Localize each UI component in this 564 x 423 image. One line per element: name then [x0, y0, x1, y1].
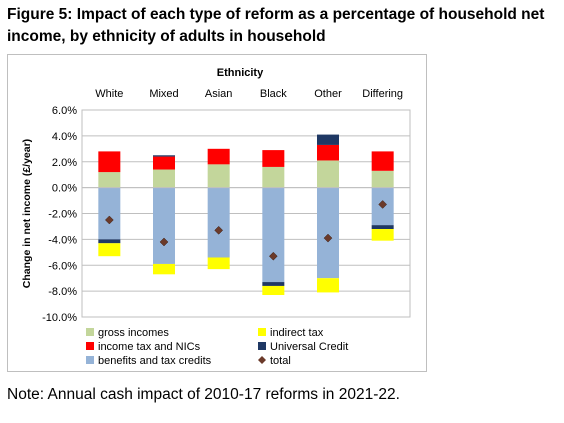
bar-segment	[98, 243, 121, 257]
y-tick-label: -8.0%	[48, 286, 77, 298]
bar-segment	[207, 187, 230, 258]
chart-note: Note: Annual cash impact of 2010-17 refo…	[7, 386, 400, 403]
x-tick-label: Asian	[205, 88, 233, 100]
legend-label: income tax and NICs	[98, 341, 201, 353]
x-tick-label: Other	[314, 88, 342, 100]
y-tick-label: -2.0%	[48, 209, 77, 221]
bar-segment	[371, 225, 394, 230]
legend-swatch	[258, 328, 266, 336]
y-tick-label: 0.0%	[52, 183, 77, 195]
legend-label: benefits and tax credits	[98, 355, 212, 367]
bar-segment	[207, 148, 230, 165]
bar-segment	[153, 156, 175, 170]
chart-title: Ethnicity	[217, 67, 264, 79]
stacked-bar-chart: 6.0% 4.0% 2.0% 0.0% -2.0% -4.0% -6.0% -8.0% -10.…	[21, 67, 411, 367]
legend-swatch	[258, 342, 266, 350]
legend-label: gross incomes	[98, 327, 169, 339]
legend-label: total	[270, 355, 291, 367]
bar-segment	[317, 134, 339, 145]
total-marker	[159, 237, 169, 247]
bar-segment	[153, 155, 175, 157]
y-tick-label: -6.0%	[48, 260, 77, 272]
y-axis-label: Change in net income (£/year)	[21, 139, 33, 288]
bar-segment	[98, 172, 121, 188]
y-tick-label: 6.0%	[52, 105, 77, 117]
bar-segment	[153, 263, 175, 275]
total-marker	[323, 233, 333, 243]
x-tick-label: Differing	[362, 88, 403, 100]
bar-segment	[317, 278, 339, 293]
bar-segment	[207, 164, 230, 188]
total-marker	[378, 200, 388, 209]
bar-segment	[153, 187, 175, 264]
x-tick-label: Mixed	[149, 88, 178, 100]
bar-segment	[98, 239, 121, 244]
legend-marker	[258, 356, 266, 364]
legend-label: indirect tax	[270, 327, 324, 339]
legend-swatch	[86, 328, 94, 336]
bar-segment	[262, 285, 285, 296]
y-tick-label: -4.0%	[48, 234, 77, 246]
bar-segment	[153, 169, 175, 188]
total-marker	[214, 225, 224, 235]
legend-swatch	[86, 342, 94, 350]
figure-title: Figure 5: Impact of each type of reform …	[7, 6, 545, 45]
bar-segment	[207, 257, 230, 270]
bar-segment	[317, 187, 339, 279]
total-marker	[104, 215, 114, 225]
y-tick-label: 4.0%	[52, 131, 77, 143]
bar-segment	[317, 144, 339, 161]
bar-segment	[262, 187, 285, 283]
y-tick-label: -10.0%	[42, 312, 77, 324]
total-marker	[268, 251, 278, 261]
legend-label: Universal Credit	[270, 341, 348, 353]
chart-area: 6.0% 4.0% 2.0% 0.0% -2.0% -4.0% -6.0% -8.0% -10.…	[7, 54, 427, 372]
bar-segment	[262, 150, 285, 167]
y-tick-label: 2.0%	[52, 157, 77, 169]
bar-segment	[371, 229, 394, 241]
bar-segment	[317, 160, 339, 188]
bar-segment	[98, 187, 121, 240]
x-tick-label: Black	[260, 88, 287, 100]
bar-segment	[371, 151, 394, 171]
bar-segment	[262, 166, 285, 188]
bar-segment	[98, 151, 121, 173]
x-tick-label: White	[95, 88, 123, 100]
bar-segment	[371, 170, 394, 188]
legend-swatch	[86, 356, 94, 364]
bar-segment	[262, 282, 285, 286]
